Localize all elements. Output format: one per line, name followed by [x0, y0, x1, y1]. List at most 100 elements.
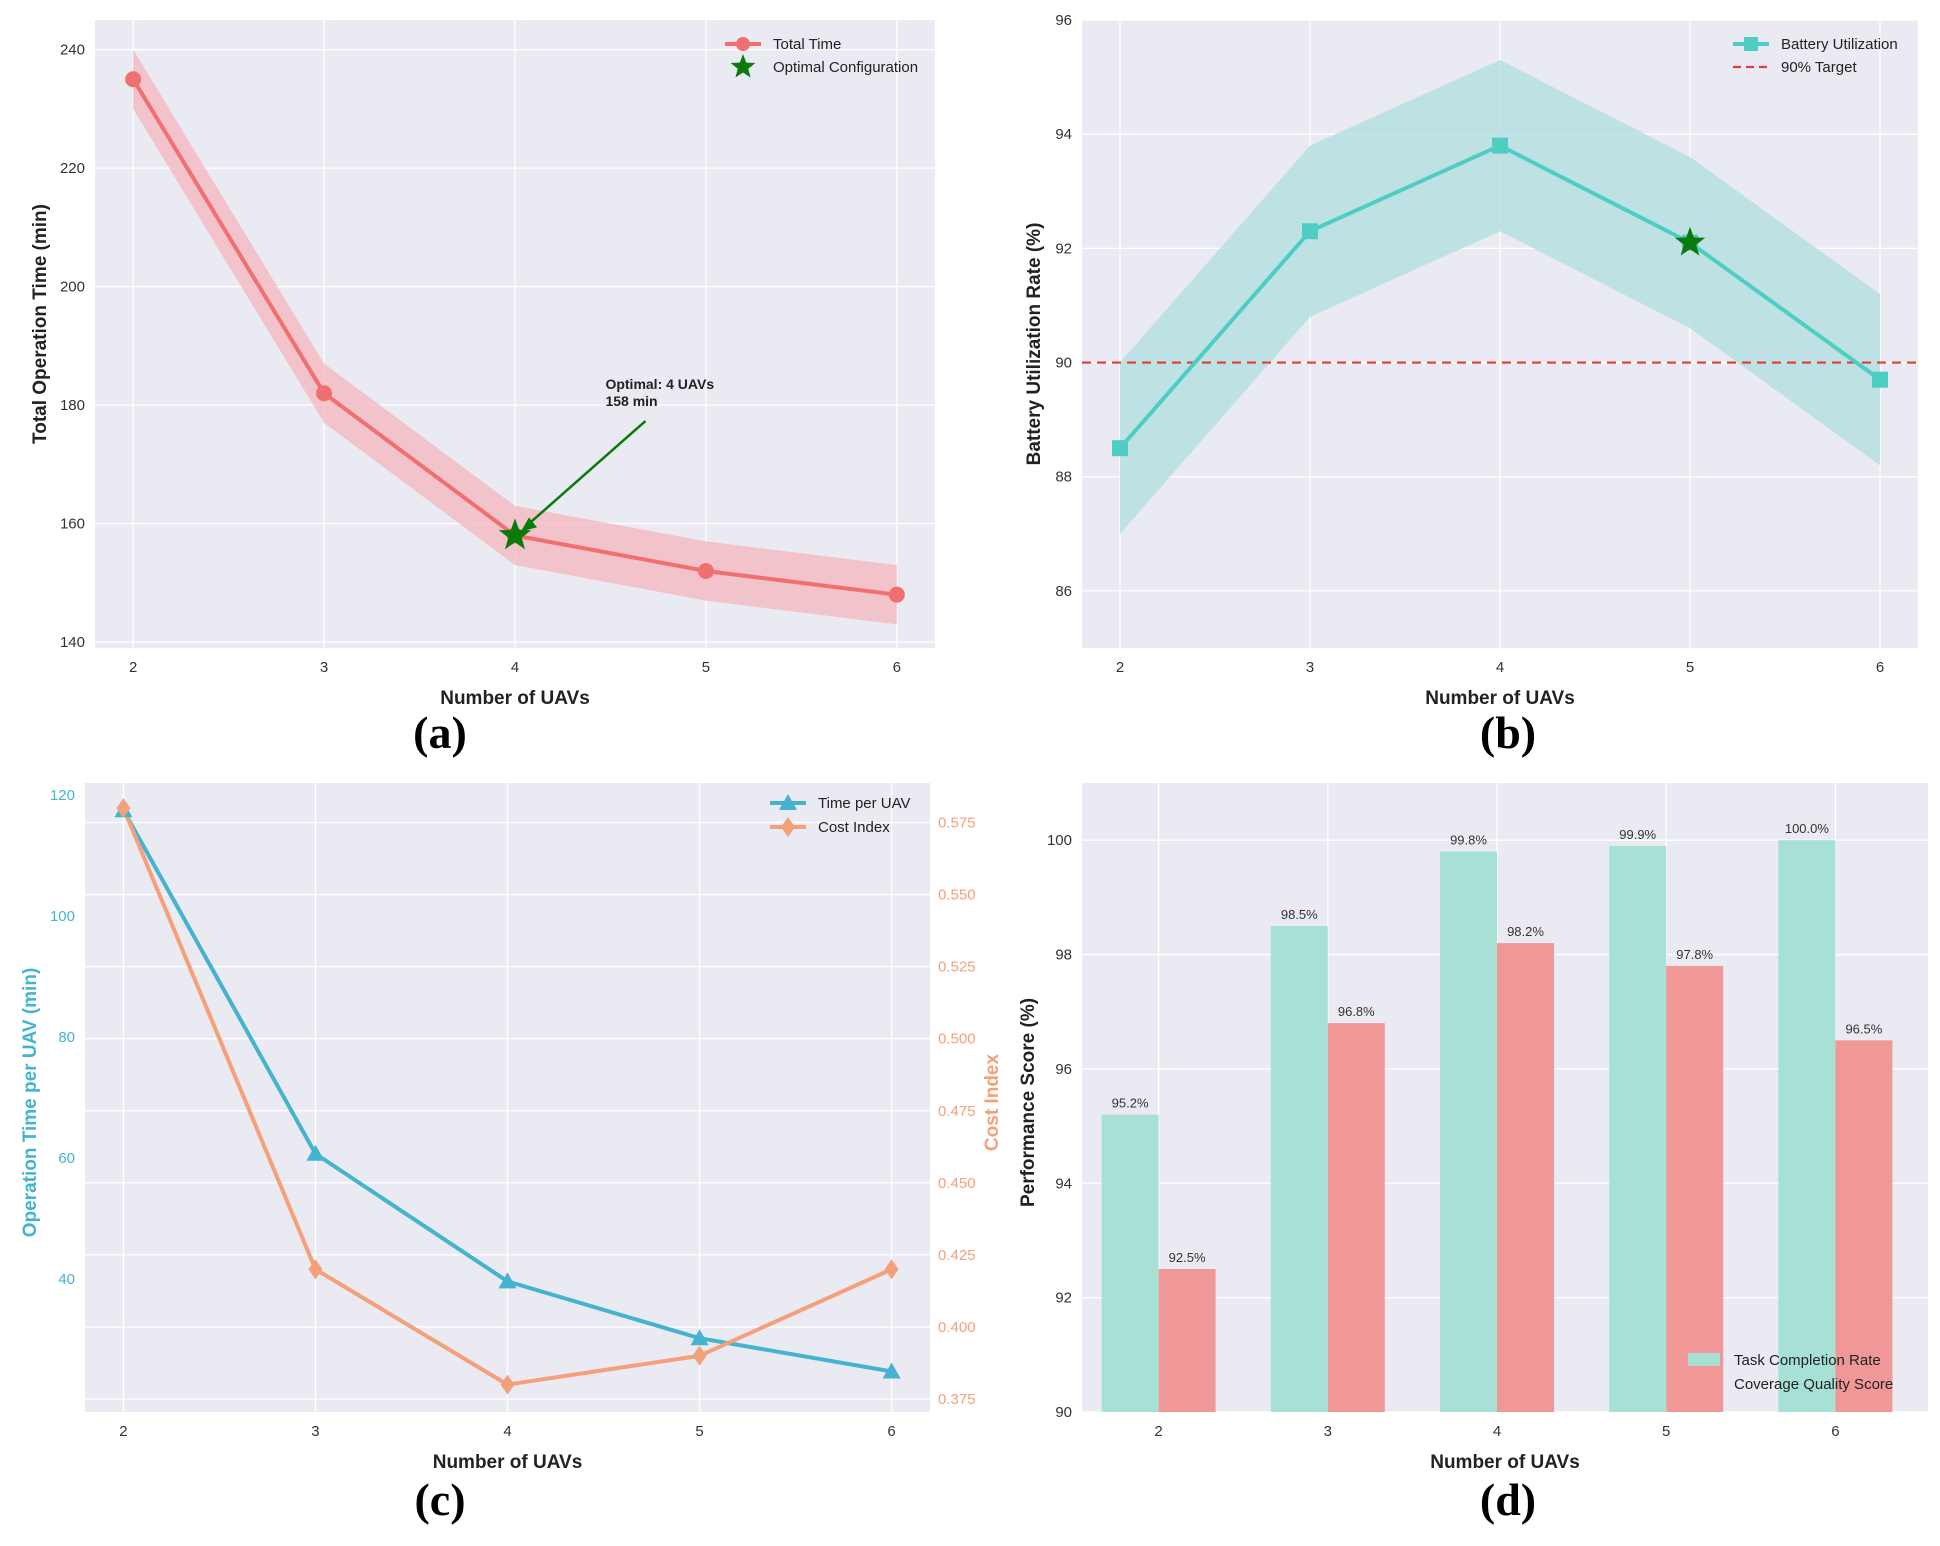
y-tick-label: 40 [58, 1271, 75, 1288]
y2-tick-label: 0.450 [938, 1175, 976, 1192]
y2-tick-label: 0.575 [938, 814, 976, 831]
data-point-battery [1112, 440, 1128, 457]
y2-tick-label: 0.425 [938, 1247, 976, 1264]
x-tick-label: 3 [1306, 659, 1314, 676]
annotation-text: Optimal: 4 UAVs [605, 376, 714, 392]
y-tick-label: 86 [1055, 583, 1072, 600]
data-point-cost-index [308, 1259, 323, 1280]
y-tick-label: 88 [1055, 469, 1072, 486]
panel-label: (b) [1480, 707, 1536, 758]
legend-star-icon [730, 54, 756, 78]
legend-label-total-time: Total Time [773, 36, 841, 53]
x-tick-label: 3 [311, 1423, 319, 1440]
x-axis-label: Number of UAVs [433, 1452, 583, 1473]
y-tick-label: 100 [50, 908, 75, 925]
bar-task-completion [1101, 1114, 1159, 1412]
annotation-arrowhead [521, 517, 537, 532]
data-point-total-time [316, 385, 333, 402]
y2-tick-label: 0.550 [938, 887, 976, 904]
bar-value-label: 96.5% [1845, 1021, 1882, 1036]
y-tick-label: 80 [58, 1029, 75, 1046]
x-tick-label: 6 [893, 659, 901, 676]
legend-marker-total-time [736, 37, 750, 51]
data-point-battery [1872, 371, 1888, 388]
legend-swatch-coverage-quality [1688, 1377, 1720, 1390]
legend-label-cost-index: Cost Index [818, 819, 890, 836]
bar-value-label: 98.5% [1281, 907, 1318, 922]
x-tick-label: 5 [695, 1423, 703, 1440]
bar-value-label: 99.9% [1619, 827, 1656, 842]
y-tick-label: 100 [1047, 832, 1072, 849]
y-tick-label: 180 [60, 397, 85, 414]
data-point-cost-index [116, 798, 131, 819]
bar-value-label: 96.8% [1338, 1004, 1375, 1019]
panel-label: (a) [413, 707, 467, 758]
y-axis-label: Battery Utilization Rate (%) [1024, 223, 1045, 466]
bar-value-label: 92.5% [1169, 1250, 1206, 1265]
y-tick-label: 94 [1055, 126, 1072, 143]
y-tick-label: 140 [60, 634, 85, 651]
data-point-time-per-uav [882, 1362, 901, 1379]
y-tick-label: 220 [60, 160, 85, 177]
optimal-star-marker [498, 518, 532, 550]
bar-task-completion [1778, 840, 1836, 1412]
confidence-band [133, 49, 897, 625]
legend-label-coverage-quality: Coverage Quality Score [1734, 1376, 1893, 1393]
chart-c: 0.375 0.400 0.425 0.450 0.475 0.500 0.525 0.550… [20, 783, 1003, 1473]
y-tick-label: 96 [1055, 12, 1072, 29]
bar-value-label: 100.0% [1785, 821, 1830, 836]
bar-value-label: 99.8% [1450, 833, 1487, 848]
bar-task-completion [1270, 925, 1328, 1412]
bar-coverage-quality [1327, 1023, 1385, 1412]
data-point-time-per-uav [306, 1144, 325, 1161]
legend-swatch-task-completion [1688, 1353, 1720, 1366]
legend-label-target: 90% Target [1781, 59, 1857, 76]
data-point-total-time [888, 586, 905, 603]
data-point-total-time [697, 562, 714, 579]
y-tick-label: 92 [1055, 240, 1072, 257]
y-tick-label: 98 [1055, 947, 1072, 964]
x-tick-label: 6 [887, 1423, 895, 1440]
y-tick-label: 90 [1055, 355, 1072, 372]
data-point-battery [1492, 137, 1508, 154]
data-point-time-per-uav [498, 1272, 517, 1289]
optimal-star-marker [1674, 226, 1706, 256]
x-tick-label: 5 [702, 659, 710, 676]
y2-tick-label: 0.525 [938, 959, 976, 976]
y-tick-label: 160 [60, 516, 85, 533]
bar-coverage-quality [1158, 1269, 1216, 1412]
y-tick-label: 94 [1055, 1175, 1072, 1192]
x-axis-label: Number of UAVs [1425, 688, 1575, 709]
y-tick-label: 240 [60, 42, 85, 59]
data-point-cost-index [692, 1345, 707, 1366]
y-tick-label: 200 [60, 279, 85, 296]
bar-coverage-quality [1835, 1040, 1893, 1412]
y2-tick-label: 0.475 [938, 1103, 976, 1120]
data-point-battery [1302, 223, 1318, 240]
panel-label: (d) [1480, 1474, 1536, 1525]
bar-coverage-quality [1666, 965, 1724, 1412]
y-tick-label: 60 [58, 1150, 75, 1167]
bar-task-completion [1440, 851, 1497, 1412]
x-tick-label: 2 [129, 659, 137, 676]
bar-value-label: 97.8% [1676, 947, 1713, 962]
x-tick-label: 2 [1116, 659, 1124, 676]
x-tick-label: 6 [1831, 1423, 1839, 1440]
x-axis-label: Number of UAVs [1430, 1452, 1580, 1473]
y-tick-label: 96 [1055, 1061, 1072, 1078]
bar-value-label: 98.2% [1507, 924, 1544, 939]
bar-value-label: 95.2% [1112, 1096, 1149, 1111]
x-tick-label: 2 [119, 1423, 127, 1440]
data-point-cost-index [884, 1259, 899, 1280]
y2-axis-label: Cost Index [982, 1054, 1003, 1152]
y-tick-label: 92 [1055, 1290, 1072, 1307]
legend-label-task-completion: Task Completion Rate [1734, 1352, 1881, 1369]
x-tick-label: 3 [1324, 1423, 1332, 1440]
x-tick-label: 6 [1876, 659, 1884, 676]
data-point-cost-index [500, 1374, 515, 1395]
legend-label-optimal: Optimal Configuration [773, 59, 918, 76]
x-tick-label: 4 [511, 659, 519, 676]
y2-tick-label: 0.400 [938, 1319, 976, 1336]
x-tick-label: 5 [1662, 1423, 1670, 1440]
